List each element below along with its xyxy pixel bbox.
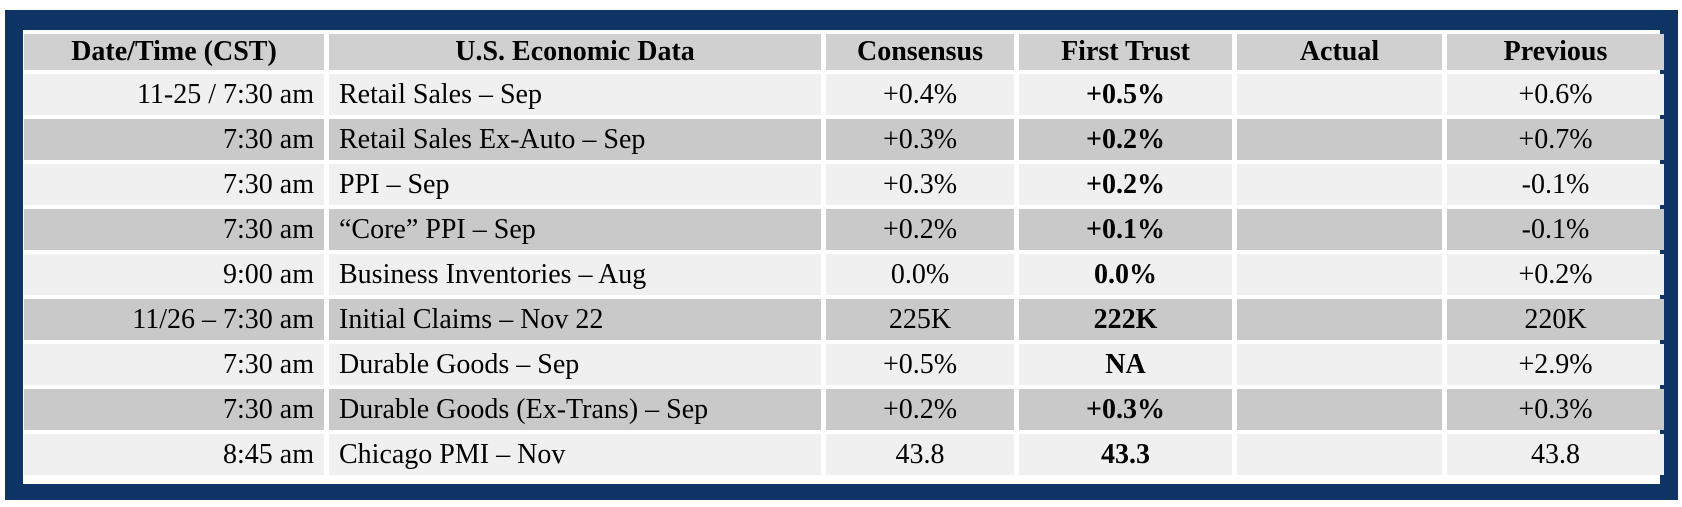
cell: NA: [1019, 344, 1232, 385]
cell: -0.1%: [1447, 209, 1664, 250]
data-row: 7:30 am “Core” PPI – Sep +0.2% +0.1% -0.1%: [24, 209, 1664, 250]
empty-cell: [1237, 74, 1442, 115]
cell: PPI – Sep: [329, 164, 821, 205]
header-cell: Actual: [1237, 34, 1442, 70]
cell: 7:30 am: [24, 209, 324, 250]
cell: Durable Goods (Ex-Trans) – Sep: [329, 389, 821, 430]
cell: 225K: [826, 299, 1014, 340]
table-panel: Date/Time (CST) U.S. Economic Data Consens…: [23, 30, 1664, 484]
cell: +0.4%: [826, 74, 1014, 115]
cell: 220K: [1447, 299, 1664, 340]
cell: +0.2%: [826, 209, 1014, 250]
header-cell: Date/Time (CST): [24, 34, 324, 70]
data-row: 7:30 am Retail Sales Ex-Auto – Sep +0.3% +0…: [24, 119, 1664, 160]
cell: +0.6%: [1447, 74, 1664, 115]
cell: 43.8: [1447, 434, 1664, 475]
cell: +0.3%: [1447, 389, 1664, 430]
empty-cell: [1237, 119, 1442, 160]
cell: 7:30 am: [24, 119, 324, 160]
cell: 11/26 – 7:30 am: [24, 299, 324, 340]
empty-cell: [1237, 209, 1442, 250]
cell: +0.2%: [1019, 119, 1232, 160]
cell: +0.7%: [1447, 119, 1664, 160]
cell: Business Inventories – Aug: [329, 254, 821, 295]
cell: +0.5%: [826, 344, 1014, 385]
data-row: 9:00 am Business Inventories – Aug 0.0% 0.0…: [24, 254, 1664, 295]
data-row: 7:30 am PPI – Sep +0.3% +0.2% -0.1%: [24, 164, 1664, 205]
cell: 43.3: [1019, 434, 1232, 475]
cell: +0.3%: [1019, 389, 1232, 430]
cell: 0.0%: [826, 254, 1014, 295]
cell: 11-25 / 7:30 am: [24, 74, 324, 115]
economic-table: Date/Time (CST) U.S. Economic Data Consens…: [19, 30, 1669, 479]
cell: Retail Sales Ex-Auto – Sep: [329, 119, 821, 160]
empty-cell: [1237, 344, 1442, 385]
cell: Chicago PMI – Nov: [329, 434, 821, 475]
table-body: 11-25 / 7:30 am Retail Sales – Sep +0.4% +0…: [24, 74, 1664, 475]
data-row: 11/26 – 7:30 am Initial Claims – Nov 22 22…: [24, 299, 1664, 340]
cell: Durable Goods – Sep: [329, 344, 821, 385]
cell: +0.2%: [1447, 254, 1664, 295]
data-row: 8:45 am Chicago PMI – Nov 43.8 43.3 43.8: [24, 434, 1664, 475]
frame: Date/Time (CST) U.S. Economic Data Consens…: [5, 10, 1678, 500]
cell: +0.3%: [826, 164, 1014, 205]
cell: +0.3%: [826, 119, 1014, 160]
header-row: Date/Time (CST) U.S. Economic Data Consens…: [24, 34, 1664, 70]
cell: 222K: [1019, 299, 1232, 340]
cell: 7:30 am: [24, 164, 324, 205]
data-row: 7:30 am Durable Goods (Ex-Trans) – Sep +0.…: [24, 389, 1664, 430]
header-cell: U.S. Economic Data: [329, 34, 821, 70]
cell: 0.0%: [1019, 254, 1232, 295]
empty-cell: [1237, 299, 1442, 340]
header-cell: First Trust: [1019, 34, 1232, 70]
cell: 43.8: [826, 434, 1014, 475]
cell: +0.1%: [1019, 209, 1232, 250]
data-row: 11-25 / 7:30 am Retail Sales – Sep +0.4% +0…: [24, 74, 1664, 115]
cell: +0.2%: [826, 389, 1014, 430]
data-row: 7:30 am Durable Goods – Sep +0.5% NA +2.9%: [24, 344, 1664, 385]
cell: “Core” PPI – Sep: [329, 209, 821, 250]
header-cell: Previous: [1447, 34, 1664, 70]
cell: -0.1%: [1447, 164, 1664, 205]
cell: +2.9%: [1447, 344, 1664, 385]
empty-cell: [1237, 389, 1442, 430]
cell: +0.2%: [1019, 164, 1232, 205]
cell: +0.5%: [1019, 74, 1232, 115]
cell: 7:30 am: [24, 389, 324, 430]
cell: Initial Claims – Nov 22: [329, 299, 821, 340]
cell: 7:30 am: [24, 344, 324, 385]
cell: Retail Sales – Sep: [329, 74, 821, 115]
empty-cell: [1237, 164, 1442, 205]
cell: 8:45 am: [24, 434, 324, 475]
cell: 9:00 am: [24, 254, 324, 295]
empty-cell: [1237, 434, 1442, 475]
empty-cell: [1237, 254, 1442, 295]
header-cell: Consensus: [826, 34, 1014, 70]
